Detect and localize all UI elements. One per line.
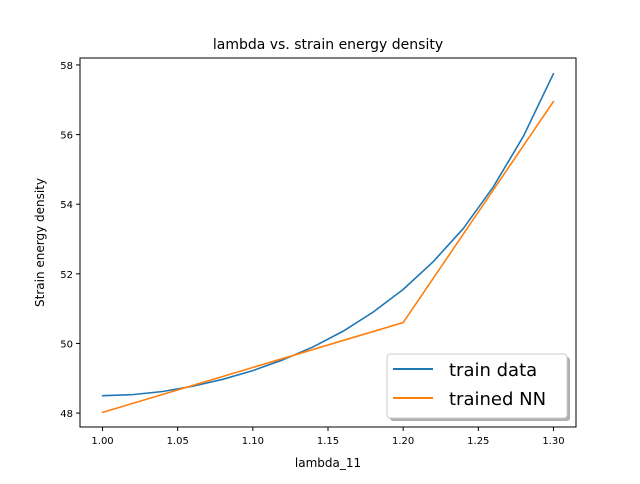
y-tick-label: 54: [60, 200, 73, 211]
x-tick-label: 1.20: [392, 436, 414, 447]
series-layer: [101, 72, 555, 414]
y-axis: 48 50 52 54 56 58: [60, 61, 80, 420]
x-axis-label: lambda_11: [295, 456, 361, 470]
x-tick-label: 1.25: [467, 436, 489, 447]
chart-title: lambda vs. strain energy density: [213, 37, 443, 53]
x-tick-label: 1.15: [317, 436, 339, 447]
y-tick-label: 58: [60, 61, 73, 72]
y-tick-label: 56: [60, 131, 73, 142]
series-line-trained-nn: [101, 100, 555, 414]
y-tick-label: 52: [60, 270, 73, 281]
x-axis: 1.00 1.05 1.10 1.15 1.20 1.25 1.30: [91, 427, 565, 447]
x-tick-label: 1.30: [542, 436, 564, 447]
x-tick-label: 1.00: [91, 436, 113, 447]
y-axis-label: Strain energy density: [33, 178, 47, 307]
y-tick-label: 50: [60, 339, 73, 350]
series-line-train-data: [101, 72, 555, 397]
legend-label-train-data: train data: [449, 360, 537, 381]
x-tick-label: 1.05: [167, 436, 189, 447]
legend-label-trained-nn: trained NN: [449, 389, 546, 410]
x-tick-label: 1.10: [242, 436, 264, 447]
legend: train data trained NN: [386, 353, 570, 421]
y-tick-label: 48: [60, 409, 73, 420]
